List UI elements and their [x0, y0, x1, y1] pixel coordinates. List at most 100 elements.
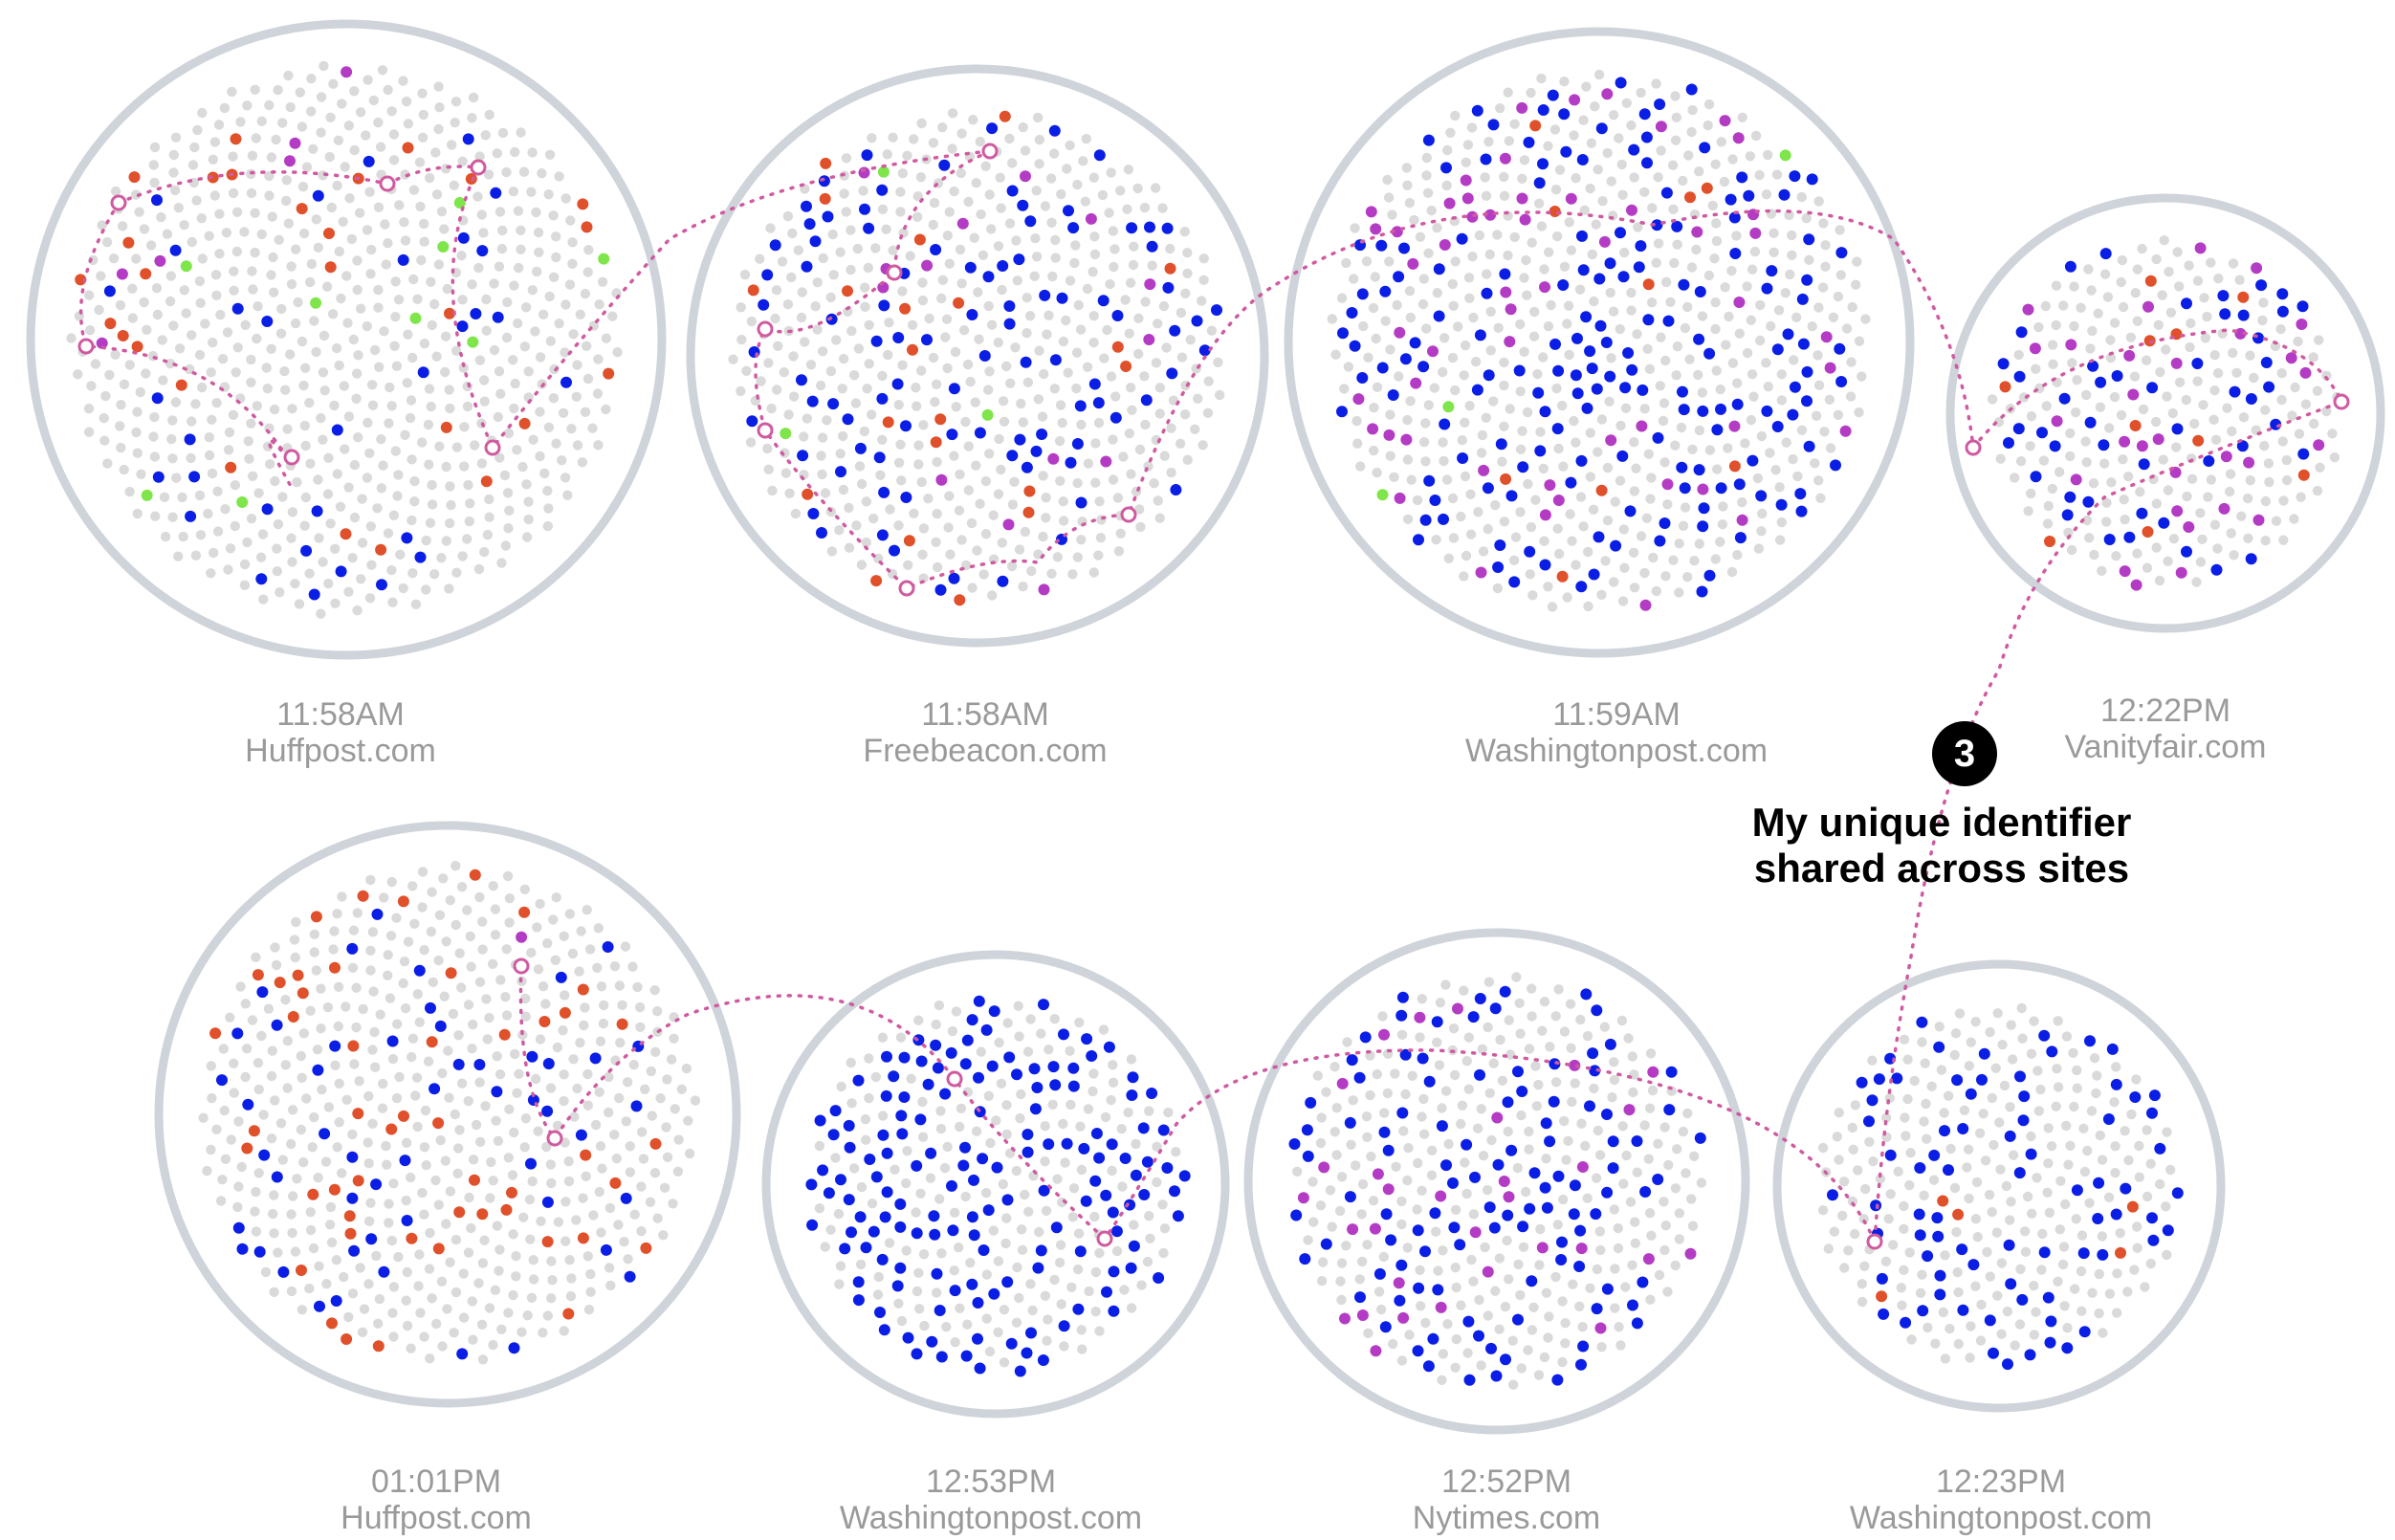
cookie-dot [1544, 1135, 1556, 1148]
cookie-dot [1560, 1318, 1571, 1329]
cookie-dot [187, 330, 197, 341]
cookie-dot [870, 1171, 883, 1183]
cookie-dot [1303, 1235, 1313, 1245]
cookie-dot [1139, 202, 1151, 213]
cookie-dot [209, 137, 221, 147]
cookie-dot [1056, 292, 1068, 304]
cookie-dot [1463, 1032, 1475, 1043]
cookie-dot [1742, 281, 1752, 292]
cookie-dot [451, 567, 462, 578]
cookie-dot [957, 1159, 970, 1172]
cookie-dot [346, 233, 358, 245]
cookie-dot [225, 543, 236, 554]
cookie-dot [978, 569, 989, 580]
cookie-dot [1539, 509, 1551, 521]
cookie-dot [1552, 495, 1565, 506]
cookie-dot [864, 359, 874, 369]
cookie-dot [366, 380, 378, 390]
cookie-dot [1625, 1197, 1637, 1207]
cookie-dot [2111, 370, 2123, 382]
cookie-dot [1754, 169, 1765, 181]
cookie-dot [369, 344, 381, 356]
cookie-dot [668, 1199, 678, 1209]
cookie-dot [1524, 1044, 1535, 1054]
cookie-dot [420, 1105, 431, 1116]
cookie-dot [277, 492, 288, 502]
cookie-dot [1599, 1022, 1611, 1032]
cookie-dot [240, 999, 251, 1009]
cookie-dot [421, 535, 431, 546]
cookie-dot [563, 1155, 574, 1167]
cookie-dot [1517, 173, 1527, 184]
cookie-dot [1036, 429, 1048, 440]
cookie-dot [1763, 149, 1773, 161]
cookie-dot [909, 508, 919, 518]
cookie-dot [357, 538, 368, 548]
cookie-dot [239, 580, 251, 590]
cookie-dot [1044, 1045, 1054, 1055]
cookie-dot [326, 1237, 338, 1248]
cookie-dot [108, 253, 120, 264]
cookie-dot [1169, 1185, 1180, 1198]
cookie-dot [2237, 291, 2250, 303]
cookie-dot [918, 1249, 930, 1260]
cookie-dot [1633, 261, 1645, 274]
cookie-dot [1376, 362, 1389, 374]
cookie-dot [895, 1032, 907, 1043]
cookie-dot [2140, 1282, 2150, 1292]
cookie-dot [1100, 455, 1112, 468]
cookie-dot [2092, 1070, 2102, 1081]
cookie-dot [348, 925, 360, 935]
cookie-dot [99, 412, 109, 424]
cookie-dot [1965, 1088, 1977, 1100]
cookie-dot [406, 395, 417, 406]
cookie-dot [2097, 1155, 2108, 1165]
cookie-dot [441, 164, 451, 174]
cookie-dot [1456, 232, 1468, 245]
cookie-dot [1631, 463, 1641, 473]
cookie-dot [2231, 367, 2242, 378]
cookie-dot [1789, 170, 1801, 183]
cookie-dot [1761, 405, 1773, 417]
cookie-dot [2151, 253, 2162, 265]
cookie-dot [386, 401, 397, 411]
cookie-dot [1939, 1108, 1949, 1118]
cookie-dot [2051, 1101, 2061, 1112]
cookie-dot [1022, 506, 1035, 518]
cookie-dot [2064, 260, 2076, 273]
cookie-dot [1566, 1043, 1576, 1054]
cookie-dot [1108, 474, 1119, 485]
cookie-dot [1378, 1251, 1390, 1263]
cookie-dot [1043, 1314, 1053, 1325]
cookie-dot [1084, 1286, 1094, 1297]
cookie-dot [763, 358, 774, 368]
cookie-dot [1025, 1014, 1036, 1024]
cookie-dot [1940, 1250, 1950, 1261]
cookie-dot [1683, 150, 1694, 161]
cookie-dot [473, 262, 484, 274]
cookie-dot [1399, 1048, 1412, 1061]
cookie-dot [372, 503, 383, 514]
cookie-dot [1387, 209, 1397, 220]
cookie-dot [968, 115, 978, 125]
cookie-dot [997, 284, 1007, 296]
cookie-dot [2181, 394, 2191, 406]
cookie-dot [386, 1235, 397, 1246]
cookie-dot [450, 1234, 462, 1245]
cookie-dot [596, 981, 607, 992]
cookie-dot [1711, 218, 1722, 229]
cookie-dot [736, 302, 746, 313]
cookie-dot [298, 228, 310, 239]
cookie-dot [1040, 1156, 1050, 1167]
cookie-dot [1526, 87, 1536, 99]
cookie-dot [947, 1224, 959, 1237]
cookie-dot [228, 187, 239, 199]
cookie-dot [1469, 1226, 1482, 1239]
cookie-dot [1423, 248, 1434, 258]
cookie-dot [1530, 495, 1541, 505]
cookie-dot [542, 1058, 555, 1069]
cookie-dot [428, 977, 438, 987]
cookie-dot [1098, 1024, 1110, 1035]
cookie-dot [955, 469, 965, 480]
cookie-dot [516, 244, 526, 254]
